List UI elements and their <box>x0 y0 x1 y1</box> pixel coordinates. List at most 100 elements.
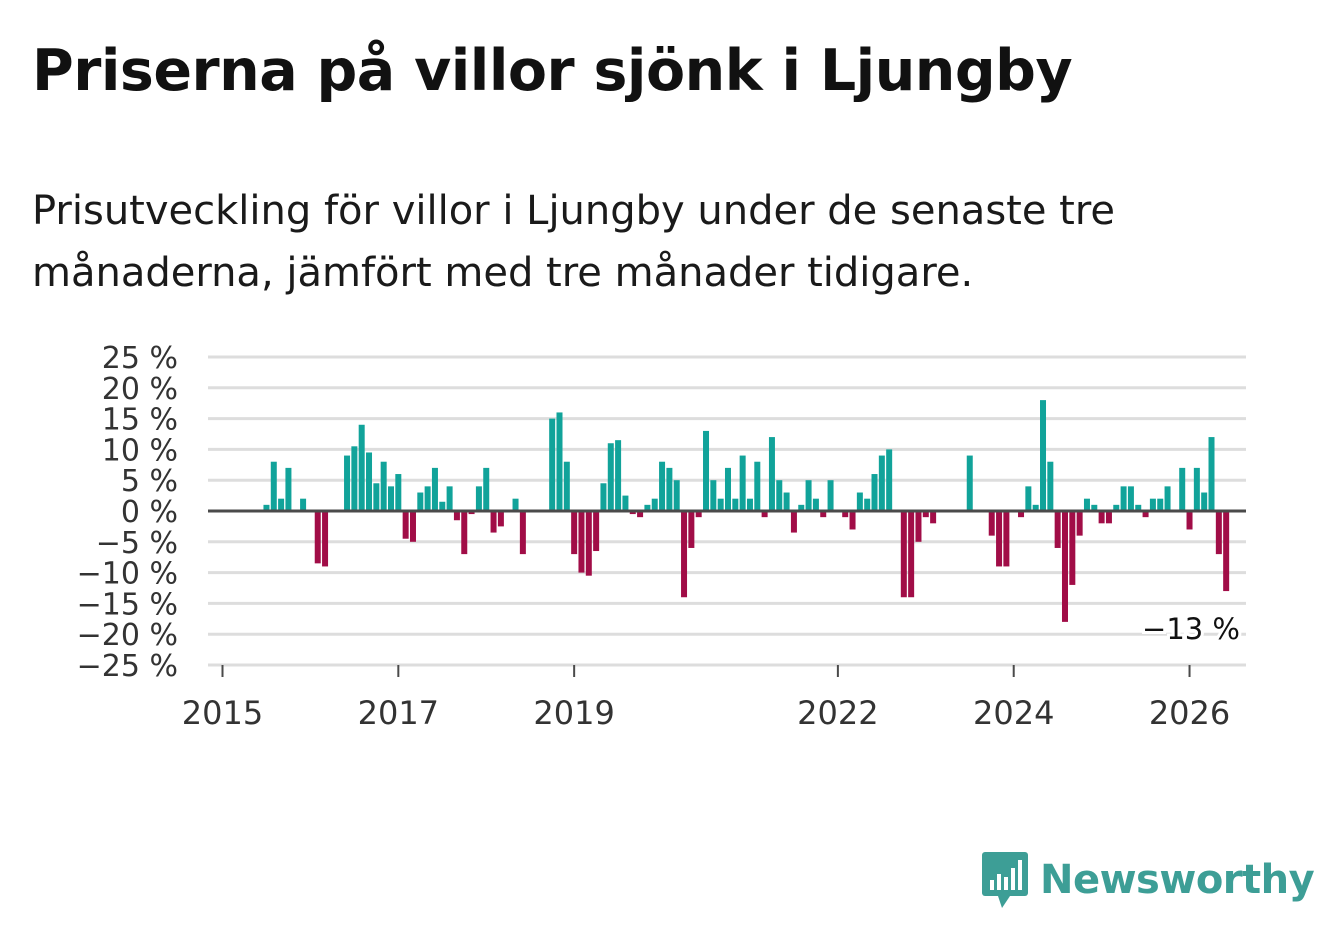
x-axis: 2015 2017 2019 2022 2024 2026 <box>182 509 1246 732</box>
bar <box>1120 486 1127 511</box>
bar <box>681 511 688 598</box>
bar <box>629 511 636 515</box>
bar <box>996 511 1003 567</box>
bar <box>475 486 482 511</box>
bar <box>754 461 761 511</box>
bar <box>1091 504 1098 511</box>
bar <box>263 504 270 511</box>
brand-name: Newsworthy <box>1040 857 1315 903</box>
bar <box>453 511 460 521</box>
bar <box>637 511 644 518</box>
bar <box>790 511 797 533</box>
y-tick-label: 10 % <box>102 433 178 468</box>
bar <box>563 461 570 511</box>
bar <box>1054 511 1061 548</box>
bar <box>1003 511 1010 567</box>
bar <box>666 467 673 511</box>
bar <box>1040 400 1047 511</box>
bar <box>864 498 871 511</box>
x-tick-label: 2019 <box>533 694 614 732</box>
bar <box>314 511 321 564</box>
bar <box>900 511 907 598</box>
bar <box>388 486 394 511</box>
bar <box>1149 498 1156 511</box>
bar <box>519 511 526 555</box>
bar <box>497 511 504 527</box>
bar <box>483 467 490 511</box>
bar <box>644 504 651 511</box>
bar <box>1127 486 1134 511</box>
newsworthy-logo-icon <box>982 852 1028 908</box>
bar <box>732 498 739 511</box>
bar <box>395 474 402 511</box>
bar <box>285 467 292 511</box>
bar <box>607 443 614 511</box>
bar <box>1113 504 1120 511</box>
bar <box>556 412 563 511</box>
bar <box>1142 511 1149 518</box>
bar <box>351 446 358 511</box>
bar <box>468 511 475 515</box>
annotation-group: −13 % <box>1139 609 1243 649</box>
annotation-label: −13 % <box>1142 612 1240 646</box>
bar <box>812 498 819 511</box>
bar <box>600 483 607 511</box>
bar <box>798 504 805 511</box>
bar <box>1223 511 1230 592</box>
brand-logo: Newsworthy <box>980 850 1315 910</box>
y-tick-label: −20 % <box>77 618 178 653</box>
chart-subtitle: Prisutveckling för villor i Ljungby unde… <box>32 188 1116 296</box>
y-tick-label: 0 % <box>121 495 178 530</box>
bar <box>1208 437 1215 511</box>
bar <box>1193 467 1200 511</box>
chart-title: Priserna på villor sjönk i Ljungby <box>32 38 1073 104</box>
bar <box>768 437 775 511</box>
bar <box>1105 511 1112 524</box>
bar <box>878 455 885 511</box>
bar <box>1047 461 1054 511</box>
bar <box>849 511 856 530</box>
bar <box>571 511 578 555</box>
bar <box>856 492 863 511</box>
bar <box>424 486 431 511</box>
bar <box>578 511 585 573</box>
bar <box>695 511 702 518</box>
bar <box>446 486 453 511</box>
bar <box>776 480 783 511</box>
x-tick-label: 2017 <box>358 694 439 732</box>
bar <box>717 498 724 511</box>
bar <box>871 474 878 511</box>
bar <box>585 511 592 576</box>
bar <box>366 452 373 511</box>
bar <box>1201 492 1208 511</box>
bar <box>1157 498 1164 511</box>
bar <box>439 501 446 511</box>
bar <box>1025 486 1032 511</box>
bar-series <box>263 400 1230 622</box>
bar <box>703 430 710 511</box>
bar <box>615 440 622 511</box>
bar <box>549 418 556 511</box>
bar <box>1215 511 1222 555</box>
bar <box>490 511 497 533</box>
bar <box>659 461 666 511</box>
bar <box>930 511 937 524</box>
bar <box>1076 511 1083 536</box>
y-tick-label: −25 % <box>77 649 178 684</box>
bar <box>805 480 812 511</box>
bar <box>380 461 387 511</box>
y-tick-label: −10 % <box>77 557 178 592</box>
bar <box>300 498 307 511</box>
x-tick-label: 2026 <box>1149 694 1230 732</box>
bar <box>820 511 827 518</box>
bar <box>651 498 658 511</box>
bar <box>1164 486 1171 511</box>
bar <box>827 480 834 511</box>
bar <box>1098 511 1105 524</box>
bar <box>344 455 351 511</box>
bar <box>1186 511 1193 530</box>
bar <box>278 498 285 511</box>
bar <box>724 467 731 511</box>
bar <box>710 480 717 511</box>
bar <box>417 492 424 511</box>
